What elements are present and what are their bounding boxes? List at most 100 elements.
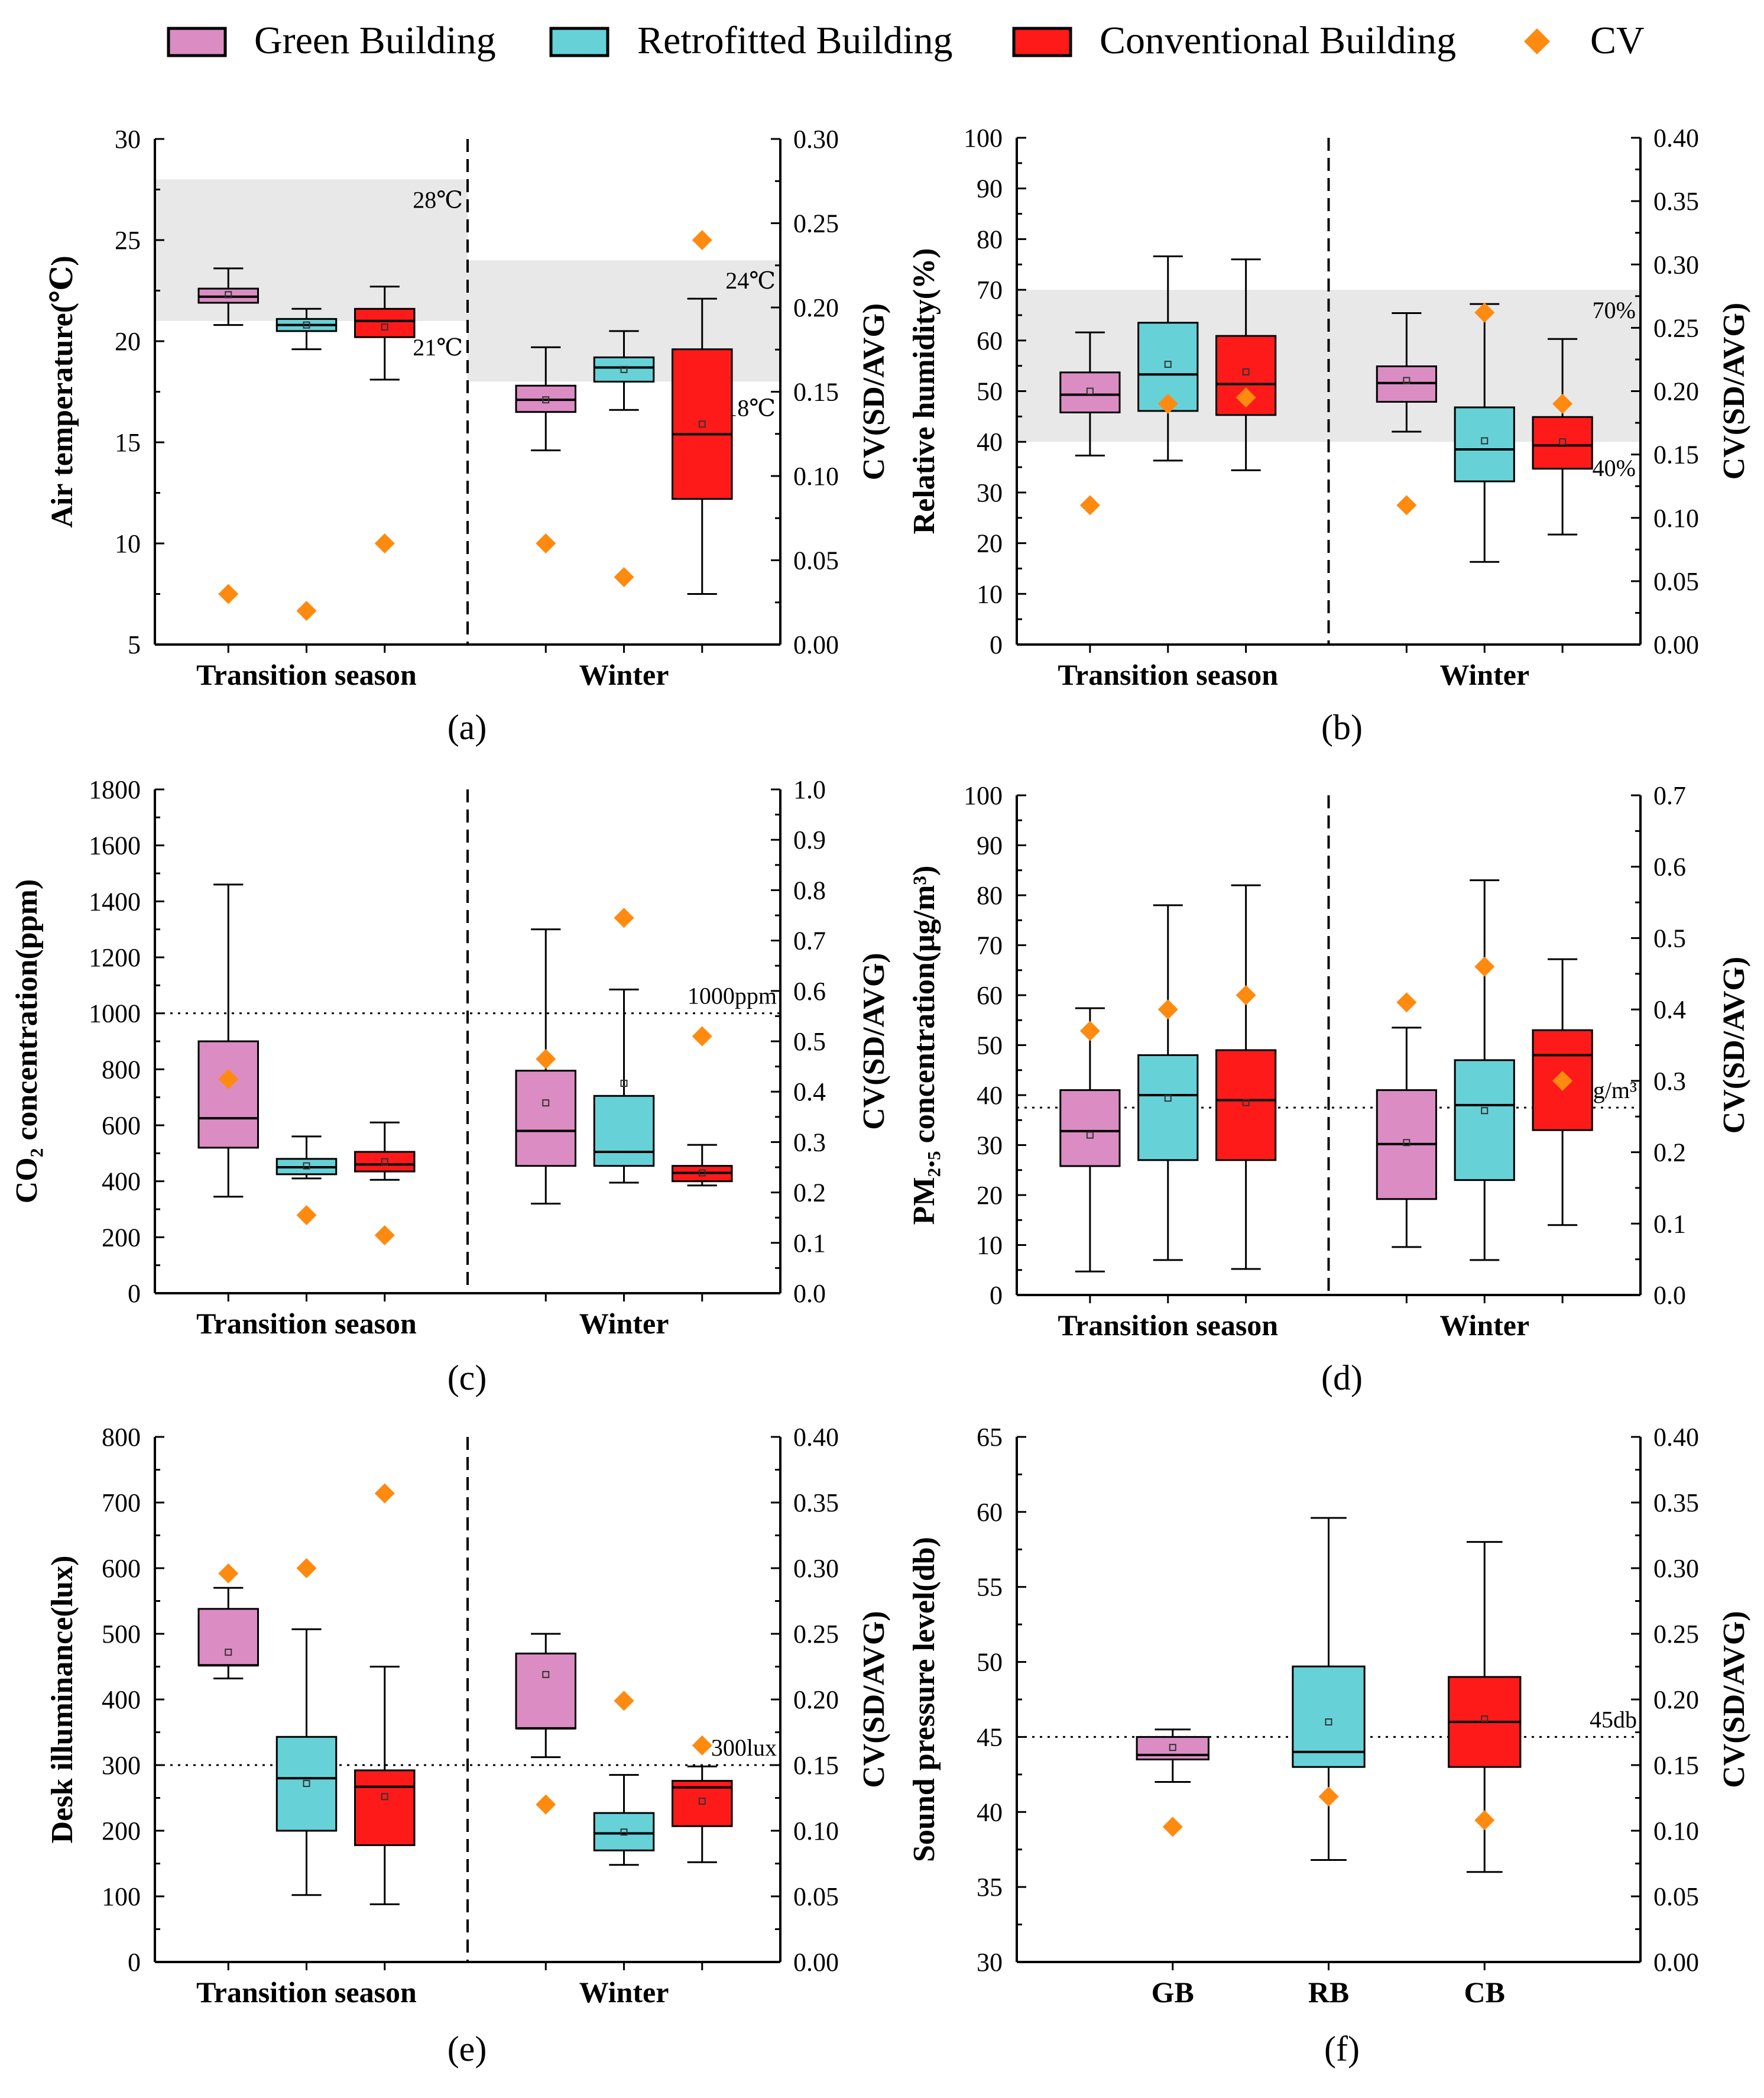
y-tick-label: 1200 xyxy=(89,943,141,972)
y2-tick-label: 0.35 xyxy=(1653,187,1699,216)
box-iqr xyxy=(593,1812,655,1851)
box-mean xyxy=(1242,1099,1250,1106)
cv-marker xyxy=(614,908,634,928)
cv-marker xyxy=(1318,1786,1339,1807)
y-tick-label: 100 xyxy=(102,1882,141,1911)
y2-tick-label: 0.15 xyxy=(793,1751,839,1780)
y2-tick-label: 0.30 xyxy=(793,125,839,154)
y-tick-label: 10 xyxy=(977,579,1003,608)
y2-tick-label: 0.7 xyxy=(793,927,826,956)
y2-tick-label: 0.2 xyxy=(1653,1138,1686,1167)
y-tick-label: 35 xyxy=(977,1873,1003,1902)
y2-tick-label: 0.9 xyxy=(793,825,826,854)
y-tick-label: 30 xyxy=(115,125,141,154)
y2-tick-label: 0.35 xyxy=(1653,1488,1699,1517)
box-mean xyxy=(1481,1715,1489,1723)
panel-c: 1000ppm 0 200 400 600 800 1000 1200 1400 1600 1800… xyxy=(10,775,891,1397)
panel-caption: (d) xyxy=(1321,1358,1363,1397)
box-iqr xyxy=(354,1151,416,1173)
y2-tick-label: 0.0 xyxy=(1653,1281,1686,1310)
y2-tick-label: 0.05 xyxy=(1653,567,1699,596)
y-tick-label: 30 xyxy=(977,1948,1003,1977)
y-tick-label: 20 xyxy=(115,327,141,356)
y2-axis-title: CV(SD/AVG) xyxy=(857,303,891,481)
box-mean xyxy=(698,1798,706,1805)
cv-marker xyxy=(536,1048,556,1069)
y2-tick-label: 0.1 xyxy=(1653,1209,1686,1238)
cv-marker xyxy=(536,1794,556,1815)
y-tick-label: 600 xyxy=(102,1111,141,1140)
y2-tick-label: 0.00 xyxy=(1653,630,1699,659)
y-tick-label: 70 xyxy=(977,276,1003,305)
y-tick-label: 0 xyxy=(990,1281,1003,1310)
y-tick-label: 700 xyxy=(102,1488,141,1517)
y2-tick-label: 0.20 xyxy=(1653,377,1699,406)
y2-tick-label: 0.4 xyxy=(793,1077,826,1106)
y2-tick-label: 0.15 xyxy=(1653,441,1699,470)
cv-marker xyxy=(218,1563,239,1584)
x-category-label: Winter xyxy=(1439,658,1529,691)
y-tick-label: 55 xyxy=(977,1573,1003,1602)
x-category-label: Winter xyxy=(579,658,669,691)
box-iqr xyxy=(197,1608,260,1666)
panel-caption: (e) xyxy=(448,2029,487,2068)
legend-swatch xyxy=(549,27,609,57)
cv-marker xyxy=(1474,1810,1495,1831)
y2-tick-label: 0.25 xyxy=(1653,1620,1699,1649)
panel-b: 70% 40% 0 10 20 30 40 50 60 70 80 90 100 0.00 0.05 0.10… xyxy=(907,124,1751,747)
y2-tick-label: 0.20 xyxy=(793,1685,839,1714)
cv-marker xyxy=(296,601,317,621)
panel-a: 28℃ 21℃ 24℃ 18℃ 5 10 15 20 25 30 0.00 0.05 0.10 0.15 0… xyxy=(46,125,891,747)
y-tick-label: 0 xyxy=(990,630,1003,659)
y2-tick-label: 0.00 xyxy=(793,630,839,659)
box-mean xyxy=(381,323,388,331)
y-tick-label: 1400 xyxy=(89,887,141,916)
cv-marker xyxy=(374,1225,395,1246)
box-iqr xyxy=(515,1070,577,1167)
y-tick-label: 300 xyxy=(102,1751,141,1780)
box-iqr xyxy=(515,1652,577,1730)
box-mean xyxy=(698,420,706,428)
panel-d: 37.5μg/m³01020304050607080901000.00.10.2… xyxy=(907,781,1751,1397)
band-upper-label: 24℃ xyxy=(725,267,776,294)
y2-tick-label: 0.15 xyxy=(793,378,839,407)
y2-axis-title: CV(SD/AVG) xyxy=(857,953,891,1130)
y2-tick-label: 1.0 xyxy=(793,775,826,804)
y-tick-label: 60 xyxy=(977,1498,1003,1527)
cv-marker xyxy=(296,1205,317,1225)
box-iqr xyxy=(354,307,416,338)
y-tick-label: 50 xyxy=(977,377,1003,406)
y-tick-label: 30 xyxy=(977,478,1003,507)
y-tick-label: 800 xyxy=(102,1055,141,1084)
y-axis-title: CO₂ concentration(ppm) xyxy=(10,879,44,1204)
y-tick-label: 400 xyxy=(102,1685,141,1714)
box-mean xyxy=(542,396,550,404)
band-lower-label: 18℃ xyxy=(725,394,776,421)
y2-tick-label: 0.00 xyxy=(1653,1948,1699,1977)
y2-tick-label: 0.0 xyxy=(793,1279,826,1308)
cv-marker xyxy=(614,567,634,587)
threshold-label: 300lux xyxy=(711,1734,777,1761)
box-mean xyxy=(620,365,628,373)
cv-marker xyxy=(1396,992,1417,1013)
box-mean xyxy=(303,1162,310,1170)
y-tick-label: 90 xyxy=(977,831,1003,860)
x-category-label: Transition season xyxy=(1058,658,1278,691)
y2-tick-label: 0.5 xyxy=(793,1027,826,1056)
y-tick-label: 0 xyxy=(128,1279,141,1308)
legend-swatch xyxy=(167,27,227,57)
cv-marker xyxy=(692,230,712,250)
cv-marker xyxy=(1396,495,1417,516)
box-mean xyxy=(1325,1718,1332,1726)
threshold-label: 1000ppm xyxy=(688,983,777,1009)
y2-tick-label: 0.10 xyxy=(1653,1817,1699,1846)
y2-axis-title: CV(SD/AVG) xyxy=(1717,957,1751,1134)
threshold-label: 45db xyxy=(1590,1706,1637,1733)
cv-marker xyxy=(1236,387,1256,408)
box-mean xyxy=(1169,1744,1176,1751)
y-tick-label: 500 xyxy=(102,1620,141,1649)
y-tick-label: 400 xyxy=(102,1167,141,1196)
y2-tick-label: 0.10 xyxy=(793,462,839,491)
y-tick-label: 65 xyxy=(977,1423,1003,1452)
y2-tick-label: 0.25 xyxy=(793,209,839,238)
